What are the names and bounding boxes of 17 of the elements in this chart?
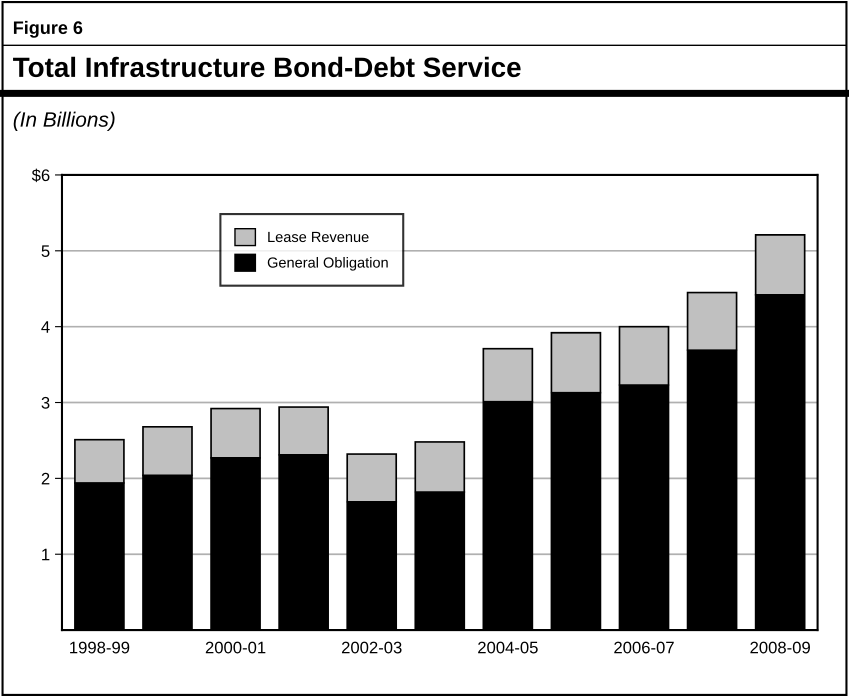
x-tick-label: 2002-03 xyxy=(342,642,402,654)
x-tick-label: 1998-99 xyxy=(70,642,130,654)
y-tick-label: $6 xyxy=(32,168,50,182)
y-tick-label: 3 xyxy=(42,396,50,409)
legend-label: General Obligation xyxy=(268,256,388,271)
x-tick-label: 2006-07 xyxy=(614,642,674,654)
chart-subtitle: (In Billions) xyxy=(14,112,115,131)
legend-label: Lease Revenue xyxy=(268,232,369,242)
x-tick-label: 2008-09 xyxy=(750,642,810,654)
x-tick-label: 2004-05 xyxy=(478,642,538,654)
y-tick-label: 5 xyxy=(42,245,50,258)
caption: Figure 6 xyxy=(14,20,82,38)
y-tick-label: 1 xyxy=(42,548,50,560)
x-tick-label: 2000-01 xyxy=(206,642,266,654)
y-tick-label: 4 xyxy=(41,321,50,333)
y-tick-label: 2 xyxy=(42,472,50,484)
chart-title: Total Infrastructure Bond-Debt Service xyxy=(13,56,521,78)
